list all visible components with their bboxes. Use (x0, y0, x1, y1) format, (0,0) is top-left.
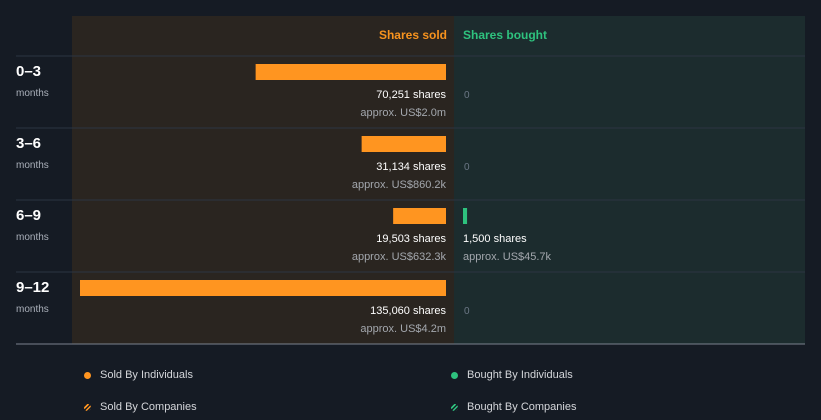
sold-shares-label: 135,060 shares (370, 305, 446, 317)
column-header-bought: Shares bought (463, 28, 547, 42)
sold-shares-label: 19,503 shares (376, 233, 446, 245)
sold-bar (80, 280, 446, 296)
category-sublabel: months (16, 304, 49, 315)
bought-zero-label: 0 (464, 306, 470, 317)
bought-shares-label: 1,500 shares (463, 233, 527, 245)
legend-bought-companies: Bought By Companies (451, 401, 576, 413)
category-label: 6–9 (16, 207, 41, 224)
legend-bought-individuals: Bought By Individuals (451, 369, 573, 381)
category-label: 0–3 (16, 63, 41, 80)
legend-swatch-bought-individuals (451, 371, 458, 379)
sold-shares-label: 31,134 shares (376, 161, 446, 173)
sold-bar (393, 208, 446, 224)
legend-label-bought-individuals: Bought By Individuals (467, 369, 573, 381)
column-header-sold: Shares sold (379, 28, 447, 42)
sold-bar (255, 64, 446, 80)
legend-label-sold-individuals: Sold By Individuals (100, 369, 193, 381)
sold-shares-label: 70,251 shares (376, 89, 446, 101)
legend-swatch-sold-companies (84, 403, 91, 411)
category-label: 9–12 (16, 279, 49, 296)
sold-approx-label: approx. US$2.0m (360, 107, 446, 119)
bought-zero-label: 0 (464, 90, 470, 101)
sold-approx-label: approx. US$4.2m (360, 323, 446, 335)
legend-label-bought-companies: Bought By Companies (467, 401, 577, 413)
sold-bar (361, 136, 446, 152)
bought-approx-label: approx. US$45.7k (463, 251, 552, 263)
legend-sold-companies: Sold By Companies (84, 401, 197, 413)
sold-approx-label: approx. US$632.3k (352, 251, 447, 263)
bought-zero-label: 0 (464, 162, 470, 173)
legend-swatch-sold-individuals (84, 371, 91, 379)
bought-bar (463, 208, 468, 224)
bought-panel-background (454, 16, 805, 344)
legend-sold-individuals: Sold By Individuals (84, 369, 193, 381)
category-label: 3–6 (16, 135, 41, 152)
legend-swatch-bought-companies (451, 403, 458, 411)
legend-label-sold-companies: Sold By Companies (100, 401, 197, 413)
insider-trading-chart: Shares sold Shares bought 0–3 months 70,251 … (16, 16, 805, 345)
sold-approx-label: approx. US$860.2k (352, 179, 447, 191)
category-sublabel: months (16, 88, 49, 99)
category-sublabel: months (16, 232, 49, 243)
category-sublabel: months (16, 160, 49, 171)
